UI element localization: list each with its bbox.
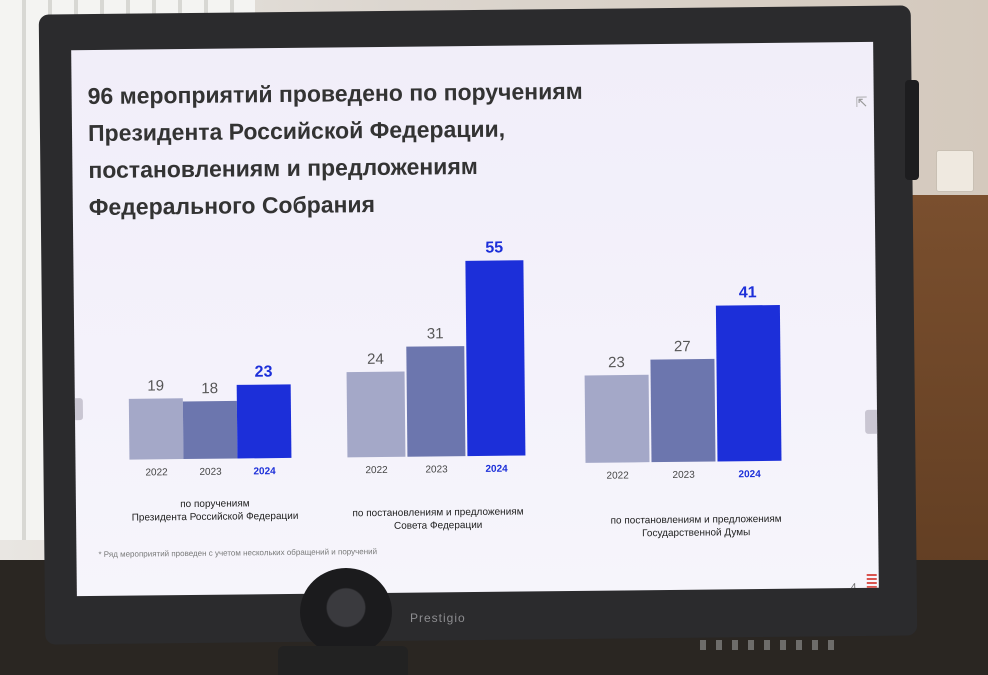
year-tick-label: 2022 (145, 467, 168, 478)
webcam-icon (300, 568, 392, 656)
caption-line: по постановлениям и предложениям (610, 513, 782, 527)
caption-line: Совета Федерации (393, 519, 483, 532)
year-tick-label: 2023 (425, 464, 448, 475)
chart-caption-federation-council: по постановлениям и предложениям Совета … (338, 505, 538, 533)
bar-value-label: 55 (485, 239, 503, 256)
bar-2024 (715, 305, 782, 462)
presentation-slide: 96 мероприятий проведено по поручениям П… (71, 41, 879, 597)
slide-title: 96 мероприятий проведено по поручениям П… (87, 71, 729, 226)
caption-line: Президента Российской Федерации (131, 510, 299, 524)
year-tick-label: 2024 (253, 466, 276, 477)
next-slide-arrow[interactable] (864, 409, 878, 434)
bar-2022 (584, 374, 650, 463)
year-tick-label: 2022 (606, 470, 629, 481)
chart-group-president: 19 2022 18 2023 23 2024 (128, 348, 299, 490)
bar-value-label: 18 (201, 380, 218, 397)
year-tick-label: 2023 (199, 467, 222, 478)
bar-value-label: 23 (608, 354, 625, 371)
bar-2023 (650, 358, 716, 463)
bar-2023 (406, 346, 466, 457)
bar-2024 (236, 384, 292, 459)
bar-chart-state-duma: 23 2022 27 2023 41 2024 (584, 284, 782, 482)
wall-socket (936, 150, 974, 192)
monitor-side-panel (905, 80, 919, 180)
bar-value-label: 24 (367, 351, 384, 368)
chart-caption-president: по поручениям Президента Российской Феде… (120, 497, 310, 525)
title-line: Федерального Собрания (88, 191, 376, 221)
footnote: * Ряд мероприятий проведен с учетом неск… (98, 547, 378, 559)
bar-chart-federation-council: 24 2022 31 2023 55 2024 (346, 239, 526, 476)
year-tick-label: 2023 (672, 470, 695, 481)
bar-value-label: 23 (255, 364, 273, 381)
monitor-brand: Prestigio (410, 611, 466, 625)
prev-slide-arrow[interactable] (74, 398, 84, 421)
mouse-cursor-icon: ⇱ (855, 93, 868, 111)
year-tick-label: 2024 (738, 469, 761, 480)
bar-2022 (128, 398, 184, 460)
chart-caption-state-duma: по постановлениям и предложениям Государ… (586, 513, 806, 541)
bar-2024 (465, 260, 526, 457)
bar-value-label: 19 (147, 377, 164, 394)
year-tick-label: 2022 (365, 465, 388, 476)
chart-group-state-duma: 23 2022 27 2023 41 2024 (584, 284, 790, 499)
bar-value-label: 31 (427, 325, 444, 342)
caption-line: по постановлениям и предложениям (352, 506, 524, 520)
monitor-buttons (700, 640, 840, 650)
bar-2023 (182, 400, 238, 460)
webcam-base (278, 646, 408, 675)
year-tick-label: 2024 (485, 464, 508, 475)
caption-line: Государственной Думы (642, 527, 751, 540)
bar-value-label: 41 (739, 284, 757, 301)
bar-value-label: 27 (674, 338, 691, 355)
chart-group-federation-council: 24 2022 31 2023 55 2024 (341, 239, 527, 489)
bar-chart-president: 19 2022 18 2023 23 2024 (128, 364, 292, 478)
bar-2022 (346, 371, 406, 458)
